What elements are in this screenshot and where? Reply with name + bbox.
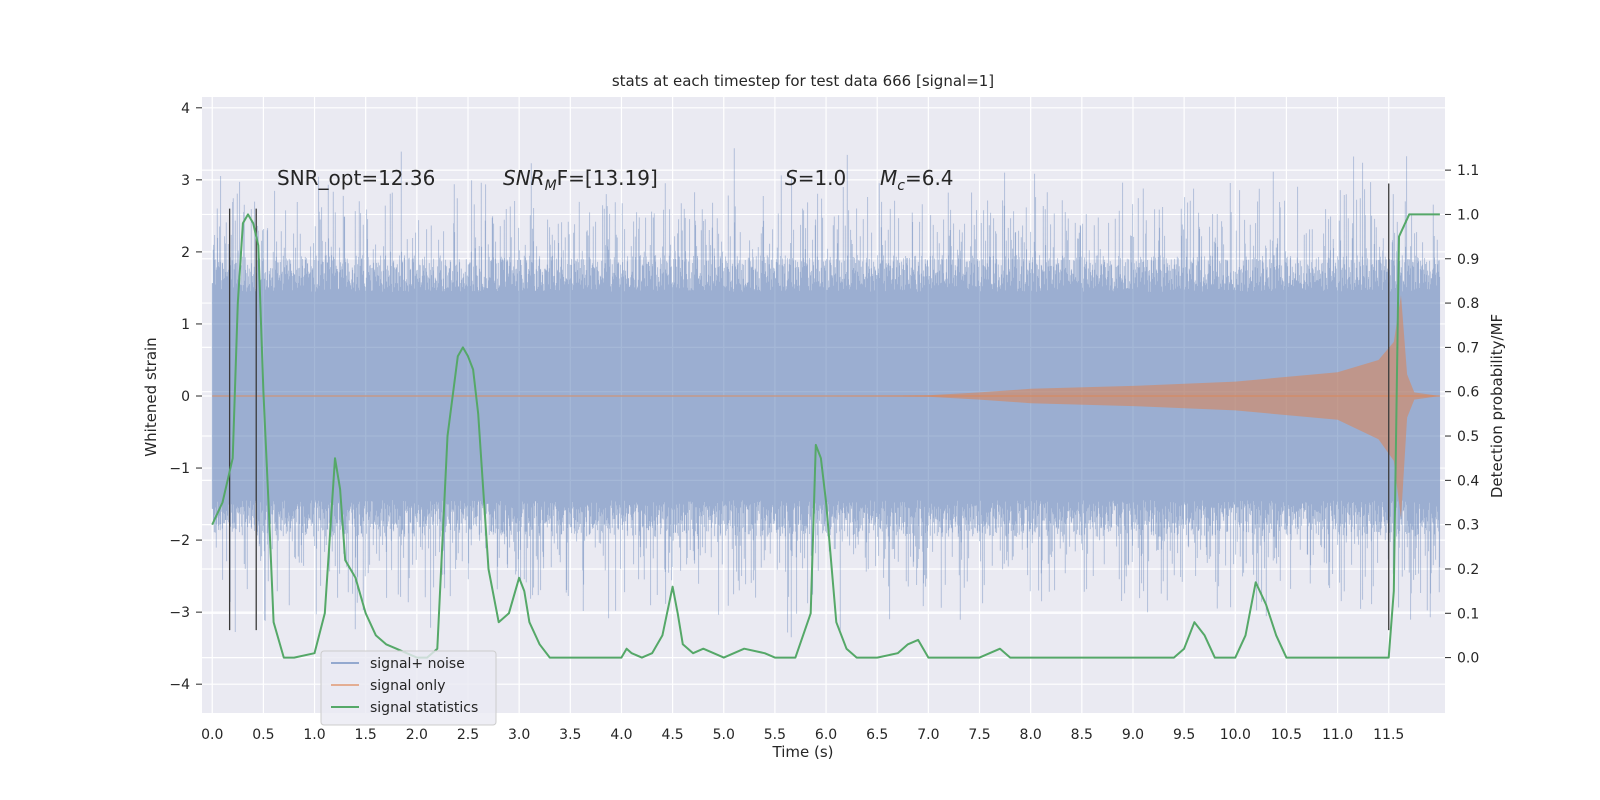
x-tick-label: 0.0 xyxy=(201,727,223,743)
x-tick-label: 2.5 xyxy=(457,727,479,743)
annotation-snr-mf-sub: M xyxy=(545,178,557,194)
y2-tick-label: 0.4 xyxy=(1457,473,1479,489)
chart-title: stats at each timestep for test data 666… xyxy=(612,72,994,90)
x-tick-label: 6.5 xyxy=(866,727,888,743)
x-axis-label: Time (s) xyxy=(772,743,834,761)
y-tick-label: 4 xyxy=(181,101,190,117)
annotations: SNR_opt=12.36 SNRMF=[13.19] S=1.0 Mc=6.4 xyxy=(277,166,954,194)
y-tick-label: −3 xyxy=(169,605,190,621)
y2-tick-label: 1.1 xyxy=(1457,163,1479,179)
x-tick-label: 0.5 xyxy=(252,727,274,743)
annotation-snr-opt-text: SNR_opt=12.36 xyxy=(277,166,435,190)
x-tick-label: 7.0 xyxy=(917,727,939,743)
marker-lines xyxy=(228,183,1390,631)
y2-axis-label: Detection probability/MF xyxy=(1488,314,1506,498)
x-tick-label: 2.0 xyxy=(406,727,428,743)
x-tick-label: 3.5 xyxy=(559,727,581,743)
annotation-s-main: S xyxy=(785,166,798,190)
y-tick-label: −1 xyxy=(169,461,190,477)
annotation-mc-tail: =6.4 xyxy=(905,166,954,190)
annotation-snr-opt: SNR_opt=12.36 xyxy=(277,166,435,190)
series-signal-only xyxy=(212,295,1440,519)
x-tick-label: 9.5 xyxy=(1173,727,1195,743)
legend: signal+ noise signal only signal statist… xyxy=(320,650,497,726)
x-tick-label: 1.5 xyxy=(355,727,377,743)
x-tick-label: 8.5 xyxy=(1071,727,1093,743)
annotation-s-tail: =1.0 xyxy=(798,166,847,190)
y2-tick-label: 0.6 xyxy=(1457,385,1479,401)
x-axis-ticks: 0.0 0.5 1.0 1.5 2.0 2.5 3.0 3.5 4.0 4.5 5.0 5.5 6.0 6… xyxy=(201,727,1404,743)
y2-tick-label: 0.1 xyxy=(1457,606,1479,622)
x-tick-label: 4.5 xyxy=(661,727,683,743)
annotation-snr-mf-main: SNR xyxy=(503,166,545,190)
x-tick-label: 11.0 xyxy=(1322,727,1353,743)
y2-tick-label: 1.0 xyxy=(1457,207,1479,223)
y-tick-label: 0 xyxy=(181,389,190,405)
y-tick-label: −4 xyxy=(169,677,190,693)
y-tick-label: −2 xyxy=(169,533,190,549)
x-tick-label: 3.0 xyxy=(508,727,530,743)
y-axis-ticks: −4 −3 −2 −1 0 1 2 3 4 xyxy=(169,101,202,693)
x-tick-label: 10.5 xyxy=(1271,727,1302,743)
y-tick-label: 1 xyxy=(181,317,190,333)
x-tick-label: 6.0 xyxy=(815,727,837,743)
x-tick-label: 4.0 xyxy=(610,727,632,743)
annotation-mc-main: M xyxy=(880,166,897,190)
x-tick-label: 11.5 xyxy=(1373,727,1404,743)
x-tick-label: 10.0 xyxy=(1220,727,1251,743)
legend-label-signal-statistics: signal statistics xyxy=(370,700,478,716)
annotation-s: S=1.0 xyxy=(785,166,846,190)
x-tick-label: 7.5 xyxy=(968,727,990,743)
y-tick-label: 2 xyxy=(181,245,190,261)
y2-tick-label: 0.7 xyxy=(1457,340,1479,356)
y-axis-label: Whitened strain xyxy=(142,337,160,456)
y2-tick-label: 0.8 xyxy=(1457,296,1479,312)
y2-tick-label: 0.2 xyxy=(1457,562,1479,578)
y2-axis-ticks: 0.0 0.1 0.2 0.3 0.4 0.5 0.6 0.7 0.8 0.9 1.0 1.1 xyxy=(1445,163,1479,667)
x-tick-label: 5.0 xyxy=(713,727,735,743)
legend-label-signal-plus-noise: signal+ noise xyxy=(370,656,465,672)
x-tick-label: 8.0 xyxy=(1020,727,1042,743)
statistics-line xyxy=(211,213,1440,659)
x-tick-label: 9.0 xyxy=(1122,727,1144,743)
signal-envelope xyxy=(212,295,1440,519)
y2-tick-label: 0.9 xyxy=(1457,252,1479,268)
legend-label-signal-only: signal only xyxy=(370,678,445,694)
annotation-mc-sub: c xyxy=(897,178,905,194)
annotation-snr-mf-tail: F=[13.19] xyxy=(557,166,658,190)
y-tick-label: 3 xyxy=(181,173,190,189)
series-signal-statistics xyxy=(211,213,1440,659)
y2-tick-label: 0.3 xyxy=(1457,518,1479,534)
annotation-mc: Mc=6.4 xyxy=(880,166,954,194)
annotation-snr-mf: SNRMF=[13.19] xyxy=(503,166,658,194)
x-tick-label: 5.5 xyxy=(764,727,786,743)
y2-tick-label: 0.5 xyxy=(1457,429,1479,445)
y2-tick-label: 0.0 xyxy=(1457,651,1479,667)
legend-box xyxy=(320,650,497,726)
x-tick-label: 1.0 xyxy=(303,727,325,743)
